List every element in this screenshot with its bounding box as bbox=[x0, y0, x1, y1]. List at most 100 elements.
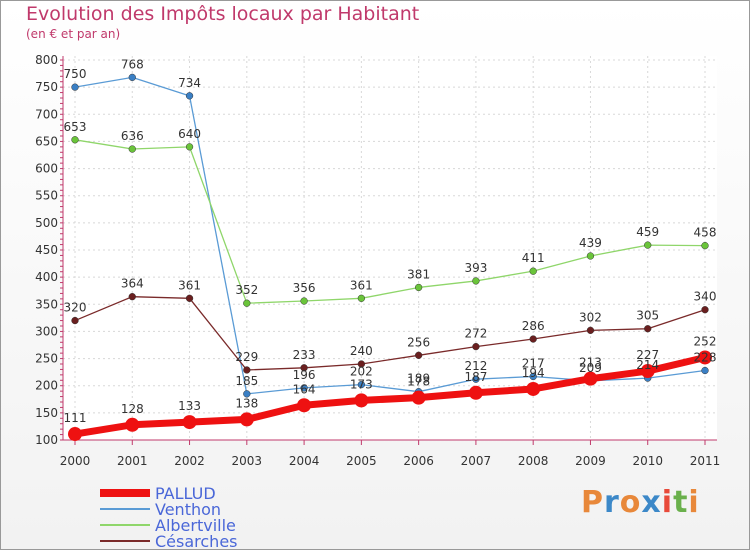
point-pallud bbox=[411, 390, 426, 405]
point-venthon bbox=[71, 83, 79, 91]
x-tick-label: 2007 bbox=[461, 454, 492, 468]
data-label: 185 bbox=[235, 374, 258, 388]
point-césarches bbox=[644, 325, 652, 333]
point-césarches bbox=[300, 364, 308, 372]
data-label: 439 bbox=[579, 236, 602, 250]
data-label: 133 bbox=[178, 399, 201, 413]
x-tick-label: 2004 bbox=[289, 454, 320, 468]
y-tick-label: 700 bbox=[35, 107, 58, 121]
point-pallud bbox=[698, 350, 712, 365]
brand-logo: Proxiti bbox=[581, 485, 700, 520]
point-albertville bbox=[529, 267, 537, 275]
point-albertville bbox=[414, 283, 423, 292]
series-layer bbox=[68, 73, 712, 442]
point-venthon bbox=[701, 366, 709, 375]
point-venthon bbox=[529, 372, 537, 381]
point-venthon bbox=[472, 375, 480, 383]
y-tick-label: 600 bbox=[35, 162, 58, 176]
x-tick-label: 2001 bbox=[117, 454, 148, 468]
point-césarches bbox=[128, 293, 136, 301]
data-label: 653 bbox=[64, 120, 87, 134]
brand-letter: i bbox=[688, 485, 700, 520]
brand-letter: P bbox=[581, 485, 604, 520]
data-label: 173 bbox=[350, 377, 373, 391]
point-césarches bbox=[243, 366, 251, 374]
data-label: 178 bbox=[407, 375, 430, 389]
data-label: 459 bbox=[636, 225, 659, 239]
data-label: 320 bbox=[64, 301, 87, 315]
brand-letter: t bbox=[673, 485, 689, 520]
point-césarches bbox=[529, 335, 537, 343]
x-tick-label: 2006 bbox=[403, 454, 434, 468]
data-label: 636 bbox=[121, 129, 144, 143]
point-césarches bbox=[357, 360, 366, 368]
data-label: 356 bbox=[293, 281, 316, 295]
point-pallud bbox=[125, 417, 140, 432]
data-label: 138 bbox=[235, 396, 258, 410]
x-tick-label: 2008 bbox=[518, 454, 549, 468]
brand-letter: x bbox=[641, 485, 662, 520]
x-tick-label: 2011 bbox=[690, 454, 721, 468]
data-label: 302 bbox=[579, 310, 602, 324]
legend-label: Albertville bbox=[155, 516, 236, 535]
data-label: 217 bbox=[522, 356, 545, 370]
data-label: 361 bbox=[178, 278, 201, 292]
data-label: 233 bbox=[293, 348, 316, 362]
point-venthon bbox=[128, 73, 136, 82]
point-pallud bbox=[583, 371, 598, 386]
data-label: 252 bbox=[694, 334, 717, 348]
x-tick-label: 2002 bbox=[174, 454, 205, 468]
data-label: 227 bbox=[636, 348, 659, 362]
point-albertville bbox=[701, 242, 709, 250]
y-tick-label: 350 bbox=[35, 297, 58, 311]
data-label: 381 bbox=[407, 267, 430, 281]
point-venthon bbox=[243, 390, 251, 398]
point-pallud bbox=[68, 427, 82, 442]
data-label: 286 bbox=[522, 319, 545, 333]
point-albertville bbox=[357, 294, 366, 302]
y-tick-label: 200 bbox=[35, 379, 58, 393]
point-césarches bbox=[185, 294, 194, 302]
point-albertville bbox=[586, 252, 595, 260]
data-label: 411 bbox=[522, 251, 545, 265]
data-label: 228 bbox=[694, 351, 717, 365]
point-albertville bbox=[185, 143, 194, 151]
x-tick-label: 2000 bbox=[60, 454, 91, 468]
series-line-albertville bbox=[74, 139, 706, 304]
data-label: 352 bbox=[235, 283, 258, 297]
y-tick-label: 150 bbox=[35, 406, 58, 420]
point-césarches bbox=[701, 306, 709, 314]
y-tick-label: 300 bbox=[35, 324, 58, 338]
point-pallud bbox=[526, 381, 541, 396]
series-line-pallud bbox=[74, 354, 706, 438]
point-césarches bbox=[472, 342, 480, 351]
data-label: 212 bbox=[464, 359, 487, 373]
data-label: 458 bbox=[694, 226, 717, 240]
data-label: 768 bbox=[121, 57, 144, 71]
y-tick-label: 250 bbox=[35, 352, 58, 366]
data-label: 734 bbox=[178, 76, 201, 90]
data-label: 305 bbox=[636, 309, 659, 323]
point-albertville bbox=[128, 145, 136, 153]
point-pallud bbox=[468, 385, 483, 400]
data-label: 364 bbox=[121, 277, 144, 291]
x-tick-label: 2005 bbox=[346, 454, 377, 468]
chart-subtitle: (en € et par an) bbox=[26, 27, 121, 41]
data-label: 111 bbox=[64, 411, 87, 425]
brand-letter: i bbox=[661, 485, 674, 520]
data-labels: 750 768 734 185 196 202 189 212 217 209 214 228 653 6… bbox=[64, 57, 717, 425]
data-label: 164 bbox=[293, 382, 316, 396]
data-label: 196 bbox=[293, 368, 316, 382]
legend-label: PALLUD bbox=[155, 484, 216, 503]
point-césarches bbox=[414, 351, 423, 359]
plot-area bbox=[63, 56, 717, 440]
y-tick-label: 800 bbox=[35, 53, 58, 67]
data-label: 128 bbox=[121, 402, 144, 416]
data-label: 209 bbox=[579, 361, 602, 375]
point-venthon bbox=[185, 92, 194, 100]
data-label: 189 bbox=[407, 372, 430, 386]
x-tick-label: 2009 bbox=[575, 454, 606, 468]
series-line-césarches bbox=[74, 296, 706, 371]
